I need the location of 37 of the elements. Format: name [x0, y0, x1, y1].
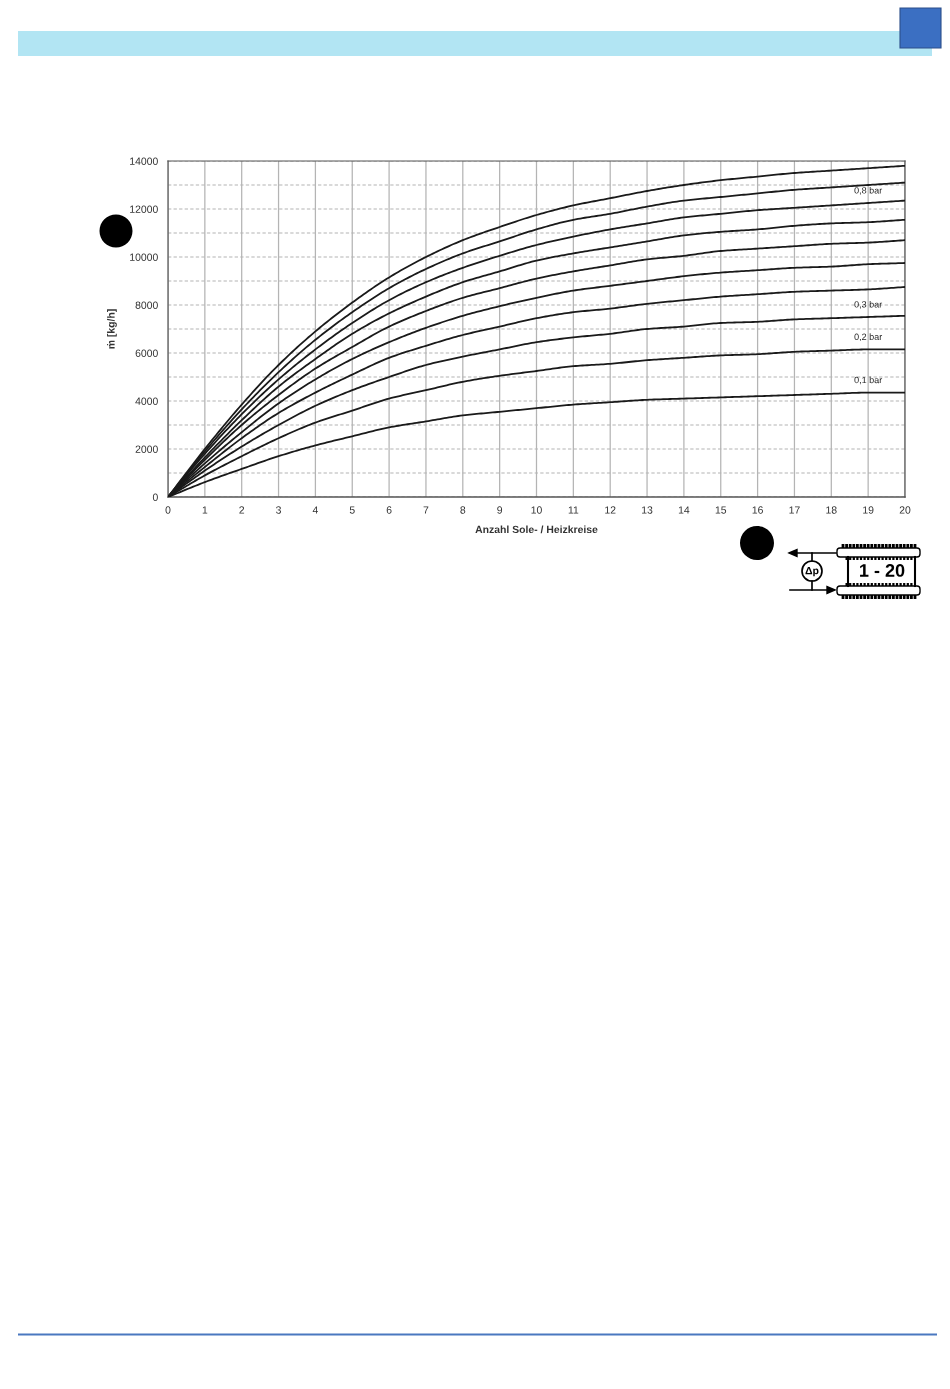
- y-tick-label: 0: [152, 493, 158, 501]
- series-label: 0,1 bar: [854, 376, 883, 385]
- y-axis-title: ṁ [kg/h]: [107, 309, 117, 349]
- x-tick-label: 1: [202, 506, 208, 514]
- x-tick-label: 13: [642, 506, 653, 514]
- x-tick-label: 2: [239, 506, 245, 514]
- x-tick-label: 4: [312, 506, 318, 514]
- y-tick-label: 12000: [130, 205, 158, 213]
- y-tick-label: 4000: [135, 397, 158, 405]
- x-tick-label: 9: [497, 506, 503, 514]
- x-tick-label: 6: [386, 506, 392, 514]
- x-tick-label: 18: [826, 506, 837, 514]
- text: Δp: [805, 567, 819, 577]
- x-tick-label: 14: [678, 506, 690, 514]
- x-tick-label: 12: [605, 506, 616, 514]
- y-tick-label: 2000: [135, 445, 158, 453]
- x-tick-label: 16: [752, 506, 763, 514]
- x-tick-label: 19: [863, 506, 874, 514]
- x-tick-label: 17: [789, 506, 800, 514]
- x-tick-label: 3: [276, 506, 281, 514]
- series-label: 0,2 bar: [854, 333, 883, 342]
- x-tick-label: 0: [165, 506, 171, 514]
- x-axis-title: Anzahl Sole- / Heizkreise: [475, 525, 598, 534]
- text: 1 - 20: [860, 564, 905, 577]
- x-tick-label: 20: [899, 506, 911, 514]
- x-tick-label: 5: [349, 506, 355, 514]
- series-label: 0,8 bar: [854, 186, 883, 195]
- y-tick-label: 10000: [130, 253, 158, 261]
- x-tick-label: 7: [423, 506, 429, 514]
- y-tick-label: 14000: [130, 157, 158, 165]
- x-tick-label: 11: [568, 506, 579, 514]
- x-tick-label: 8: [460, 506, 466, 514]
- x-tick-label: 10: [531, 506, 542, 514]
- y-tick-label: 6000: [135, 349, 158, 357]
- series-label: 0,3 bar: [854, 300, 883, 309]
- y-tick-label: 8000: [135, 301, 158, 309]
- x-tick-label: 15: [715, 506, 727, 514]
